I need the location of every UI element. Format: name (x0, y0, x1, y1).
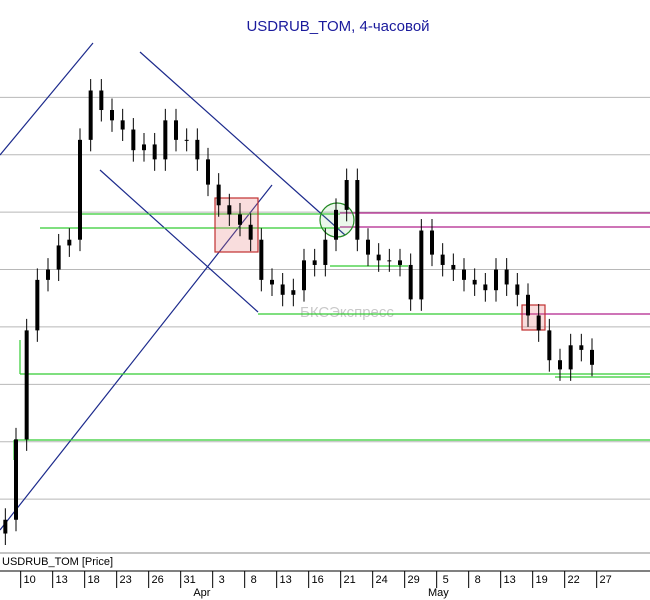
candle-body (558, 360, 562, 370)
candle-body (536, 315, 541, 331)
candle-body (494, 269, 498, 291)
candle-body (152, 144, 157, 160)
candle-body (334, 209, 338, 240)
candle-body (344, 180, 349, 210)
chart-title: USDRUB_TOM, 4-часовой (246, 18, 429, 35)
x-tick-label: 24 (376, 574, 388, 586)
x-tick-label: 29 (408, 574, 420, 586)
candle-body (120, 120, 125, 130)
candle-body (110, 110, 114, 121)
trend-line (0, 184, 273, 531)
watermark: БКСЭкспресс (300, 304, 394, 321)
x-tick-label: 16 (312, 574, 324, 586)
candle-body (440, 254, 445, 265)
candle-body (56, 245, 61, 270)
series-label: USDRUB_TOM [Price] (2, 556, 113, 568)
candle-body (99, 90, 104, 111)
x-tick-label: 19 (536, 574, 548, 586)
candle-body (78, 139, 82, 240)
candle-body (387, 260, 392, 262)
x-tick-label: 22 (568, 574, 580, 586)
candle-body (195, 139, 200, 160)
candle-body (227, 205, 232, 215)
candle-body (35, 279, 40, 331)
x-tick-label: 10 (24, 574, 36, 586)
x-tick-label: 13 (504, 574, 516, 586)
candle-body (408, 264, 413, 300)
candle-body (88, 90, 93, 140)
candle-body (472, 279, 477, 285)
grid (0, 96, 650, 500)
candle-body (366, 239, 370, 255)
candle-body (398, 260, 402, 265)
candle-body (184, 139, 189, 141)
x-tick-label: 26 (152, 574, 164, 586)
month-label: May (428, 587, 449, 599)
candle-body (323, 239, 328, 265)
candle-body (291, 290, 296, 295)
x-tick-label: 8 (475, 574, 481, 586)
candle-body (248, 224, 253, 240)
candle-body (131, 129, 136, 151)
candle-body (280, 284, 285, 295)
x-tick-label: 23 (120, 574, 132, 586)
candle-body (142, 144, 146, 151)
candle-body (163, 120, 168, 160)
drawings (0, 42, 650, 531)
candle-body (419, 230, 424, 300)
candle-body (504, 269, 509, 285)
candle-body (526, 294, 530, 316)
highlight-box (521, 304, 546, 331)
x-tick-label: 13 (56, 574, 68, 586)
x-tick-label: 21 (344, 574, 356, 586)
candle-body (24, 330, 29, 440)
x-tick-label: 27 (600, 574, 612, 586)
candle-body (483, 284, 488, 291)
candles (3, 79, 594, 545)
candle-body (67, 239, 72, 246)
candle-body (312, 260, 317, 265)
x-tick-label: 5 (443, 574, 449, 586)
candle-body (3, 519, 8, 534)
candle-body (259, 239, 264, 280)
month-label: Apr (193, 587, 210, 599)
x-tick-label: 31 (184, 574, 196, 586)
candle-body (430, 230, 434, 255)
trend-line (0, 42, 94, 156)
candle-body (568, 345, 573, 370)
candle-body (355, 180, 360, 240)
channel-line (99, 169, 259, 313)
candle-body (238, 214, 242, 225)
candle-body (451, 264, 456, 270)
candle-body (14, 439, 18, 520)
candle-body (270, 279, 274, 285)
candle-body (302, 260, 306, 291)
x-tick-label: 8 (251, 574, 257, 586)
candle-body (515, 284, 520, 295)
candle-body (46, 269, 50, 280)
candle-body (579, 345, 584, 350)
candle-body (590, 349, 594, 365)
x-tick-label: 3 (219, 574, 225, 586)
x-tick-label: 13 (280, 574, 292, 586)
candle-body (376, 254, 381, 261)
candle-body (547, 330, 552, 361)
candle-body (174, 120, 178, 140)
candle-body (216, 184, 221, 206)
candle-body (206, 159, 210, 185)
x-tick-label: 18 (88, 574, 100, 586)
channel-line (139, 51, 346, 236)
candle-body (462, 269, 466, 280)
